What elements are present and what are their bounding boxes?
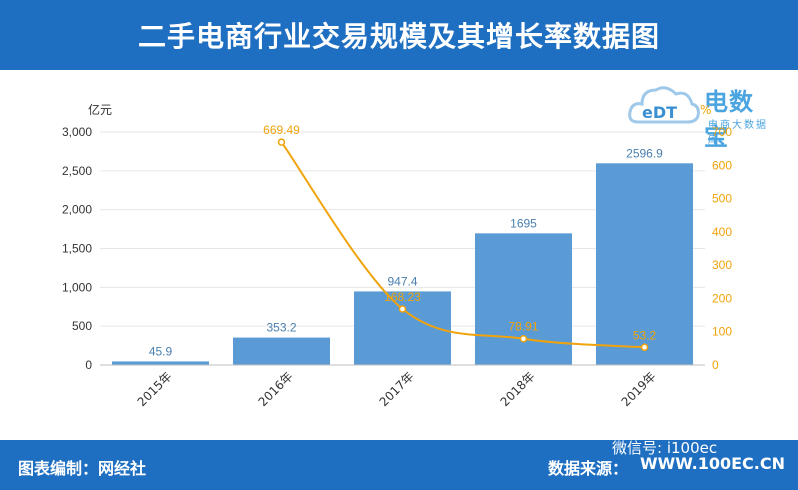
- chart-title: 二手电商行业交易规模及其增长率数据图: [137, 20, 660, 53]
- y-tick-label: 0: [85, 358, 92, 372]
- y-tick-label: 2,000: [62, 203, 92, 217]
- growth-value-label: 168.23: [384, 290, 421, 304]
- y-tick-label: 1,000: [62, 280, 92, 294]
- growth-line: [280, 141, 645, 349]
- y2-tick-label: 200: [712, 291, 732, 305]
- cloud-logo-icon: eDT: [628, 86, 700, 124]
- x-tick-label: 2016年: [256, 369, 296, 409]
- y2-tick-label: 600: [712, 158, 732, 172]
- growth-point: [277, 138, 286, 146]
- x-tick-label: 2018年: [498, 369, 538, 409]
- y2-tick-label: 300: [712, 258, 732, 272]
- footer-bar: 图表编制：网经社 数据来源： 微信号: i100ec WWW.100EC.CN: [0, 439, 798, 490]
- bar-value-label: 2596.9: [626, 146, 663, 160]
- header-bar: 二手电商行业交易规模及其增长率数据图: [0, 0, 798, 70]
- growth-point: [519, 334, 528, 343]
- y-tick-label: 500: [72, 319, 92, 333]
- bar: [233, 337, 330, 365]
- bar-value-label: 1695: [510, 216, 537, 230]
- y-tick-label: 2,500: [62, 164, 92, 178]
- y-tick-label: 1,500: [62, 242, 92, 256]
- y2-axis-label: %: [700, 103, 711, 117]
- bars: [112, 163, 693, 365]
- source-label: 数据来源：: [548, 459, 629, 478]
- logo: eDT 电数宝 电商大数据库: [628, 78, 778, 151]
- logo-abbr: eDT: [642, 103, 677, 122]
- x-tick-label: 2019年: [619, 369, 659, 409]
- bar-value-label: 947.4: [387, 274, 417, 288]
- chart: 45.9 353.2 947.4 1695 2596.9 669.49 168.23 78.…: [62, 102, 732, 409]
- bar: [475, 233, 572, 365]
- growth-value-label: 53.2: [633, 328, 657, 342]
- y-tick-label: 3,000: [62, 125, 92, 139]
- y2-tick-label: 500: [712, 192, 732, 206]
- growth-point: [640, 343, 649, 352]
- y2-tick-label: 700: [712, 125, 732, 139]
- bar-value-label: 45.9: [149, 344, 173, 358]
- x-tick-label: 2015年: [135, 369, 175, 409]
- y2-tick-label: 400: [712, 225, 732, 239]
- logo-brand: 电数宝: [704, 88, 754, 151]
- y2-tick-label: 0: [712, 358, 719, 372]
- growth-value-label: 78.91: [508, 320, 538, 334]
- growth-point: [398, 305, 407, 313]
- growth-value-label: 669.49: [263, 123, 300, 137]
- credit-text: 图表编制：网经社: [18, 459, 147, 478]
- wechat-id: 微信号: i100ec: [612, 439, 718, 457]
- x-tick-label: 2017年: [377, 369, 417, 409]
- bar-labels: 45.9 353.2 947.4 1695 2596.9: [149, 146, 663, 358]
- logo-subtitle: 电商大数据库: [708, 120, 768, 146]
- website-url: WWW.100EC.CN: [640, 454, 785, 473]
- bar-value-label: 353.2: [266, 321, 296, 335]
- y-axis-label: 亿元: [88, 102, 112, 117]
- y2-tick-label: 100: [712, 325, 732, 339]
- growth-line-layer: 669.49 168.23 78.91 53.2: [263, 123, 657, 352]
- bar: [596, 163, 693, 365]
- bar: [112, 361, 209, 365]
